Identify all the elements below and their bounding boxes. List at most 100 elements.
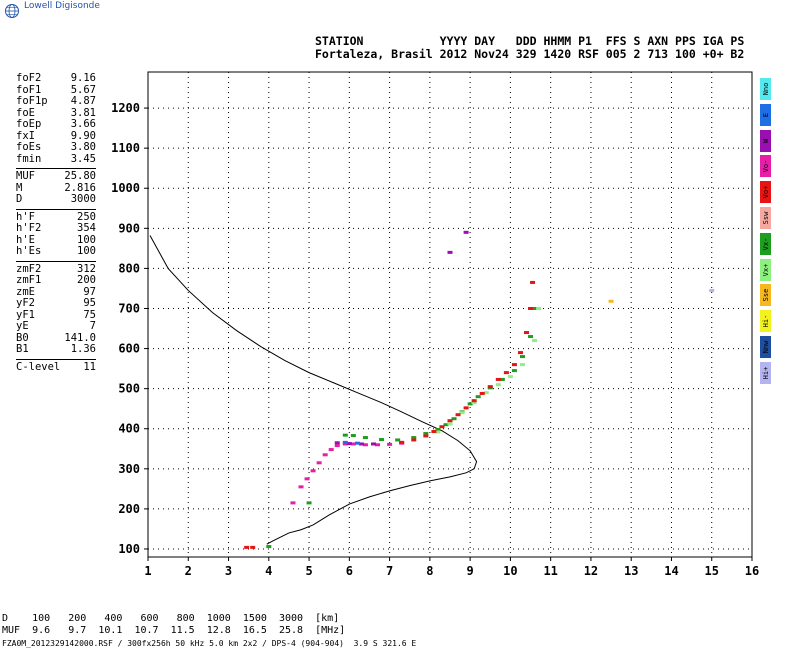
param-value: 3.81 [70,106,96,119]
legend-chip: Vo- [760,155,771,178]
param-separator [16,208,96,210]
param-value: 97 [83,285,96,298]
param-label: h'F [16,210,35,223]
y-tick-label: 600 [118,342,140,356]
param-label: foF1p [16,95,48,107]
x-tick-label: 1 [144,564,151,578]
echo-point [411,436,417,440]
x-tick-label: 10 [503,564,517,578]
echo-point [334,444,340,448]
param-label: D [16,193,23,205]
echo-point [475,395,481,399]
param-value: 3000 [70,193,96,205]
param-row: foF1p 4.87 [16,95,96,108]
param-value: 5.67 [70,83,96,96]
echo-point [532,306,538,310]
param-row: MUF 25.80 [16,170,96,183]
echo-point [709,288,715,292]
echo-point [435,430,441,434]
param-value: 2.816 [64,181,96,194]
echo-point [379,438,385,442]
y-tick-label: 1200 [111,101,140,115]
param-row: foF1 5.67 [16,83,96,97]
param-label: foE [16,106,35,119]
y-tick-label: 500 [118,382,140,396]
legend-chip: Nno [760,78,771,100]
echo-point [479,391,485,395]
density-profile [149,235,478,545]
legend-chip: Ssw [760,206,771,229]
legend-chip: Hi+ [760,361,771,384]
echo-point [447,422,453,426]
param-label: MUF [16,170,35,182]
param-label: fxI [16,129,35,142]
echo-point [435,428,441,432]
echo-point [517,351,523,355]
trace-series [290,441,405,505]
x-tick-label: 7 [386,564,393,578]
grid-layer [148,72,752,557]
echo-point [536,306,542,310]
echo-point [266,545,272,549]
echo-point [411,438,417,442]
param-row: h'F2 354 [16,222,96,235]
echo-point [362,443,368,447]
param-value: 3.45 [70,152,96,165]
x-tick-label: 5 [305,564,312,578]
param-row: fmin 3.45 [16,152,96,166]
echo-point [387,442,393,446]
y-tick-label: 100 [118,542,140,556]
param-row: D 3000 [16,193,96,206]
param-row: zmF1 200 [16,274,96,287]
legend-label: Hi+ [761,366,770,380]
param-label: h'Es [16,245,42,257]
y-axis: 100 200 300 400 500 600 700 800 900 1000 1100 1200 [111,101,148,556]
param-row: zmF2 312 [16,263,96,276]
header-line-1: STATION YYYY DAY DDD HHMM P1 FFS S AXN P… [315,34,745,48]
param-label: zmF1 [16,274,42,286]
x-tick-label: 8 [426,564,433,578]
param-label: h'E [16,233,35,246]
param-value: 9.16 [70,72,96,84]
x-tick-label: 13 [624,564,638,578]
echo-point [483,391,489,395]
param-value: 141.0 [64,331,96,344]
echo-point [524,331,530,335]
echo-point [519,355,525,359]
echo-point [451,417,457,421]
echo-point [423,432,429,436]
trace-series [435,306,542,434]
param-value: 25.80 [64,170,96,182]
param-label: B1 [16,343,29,355]
param-label: foF1 [16,83,42,96]
plot-frame [147,71,753,558]
echo-point [467,402,473,406]
echo-point [455,413,461,417]
echo-point [342,433,348,437]
echo-point [511,363,517,367]
echo-point [463,230,469,234]
echo-point [519,363,525,367]
echo-point [375,443,381,447]
param-label: foF2 [16,72,42,84]
param-separator [16,358,96,360]
y-tick-label: 1000 [111,181,140,195]
echo-point [443,423,449,427]
param-value: 100 [77,233,96,246]
echo-point [487,385,493,389]
param-value: 11 [83,360,96,373]
param-label: h'F2 [16,222,42,234]
param-value: 7 [89,320,96,332]
x-tick-label: 6 [346,564,353,578]
y-tick-label: 400 [118,422,140,436]
param-row: yE 7 [16,320,96,333]
y-tick-label: 700 [118,301,140,315]
echo-point [503,371,509,375]
globe-icon [5,4,19,18]
legend-label: Nno [761,82,770,96]
param-row: B1 1.36 [16,343,96,356]
param-value: 3.66 [70,118,96,130]
param-value: 200 [77,274,96,286]
param-row: foEs 3.80 [16,141,96,154]
legend-label: Ssw [761,211,770,225]
